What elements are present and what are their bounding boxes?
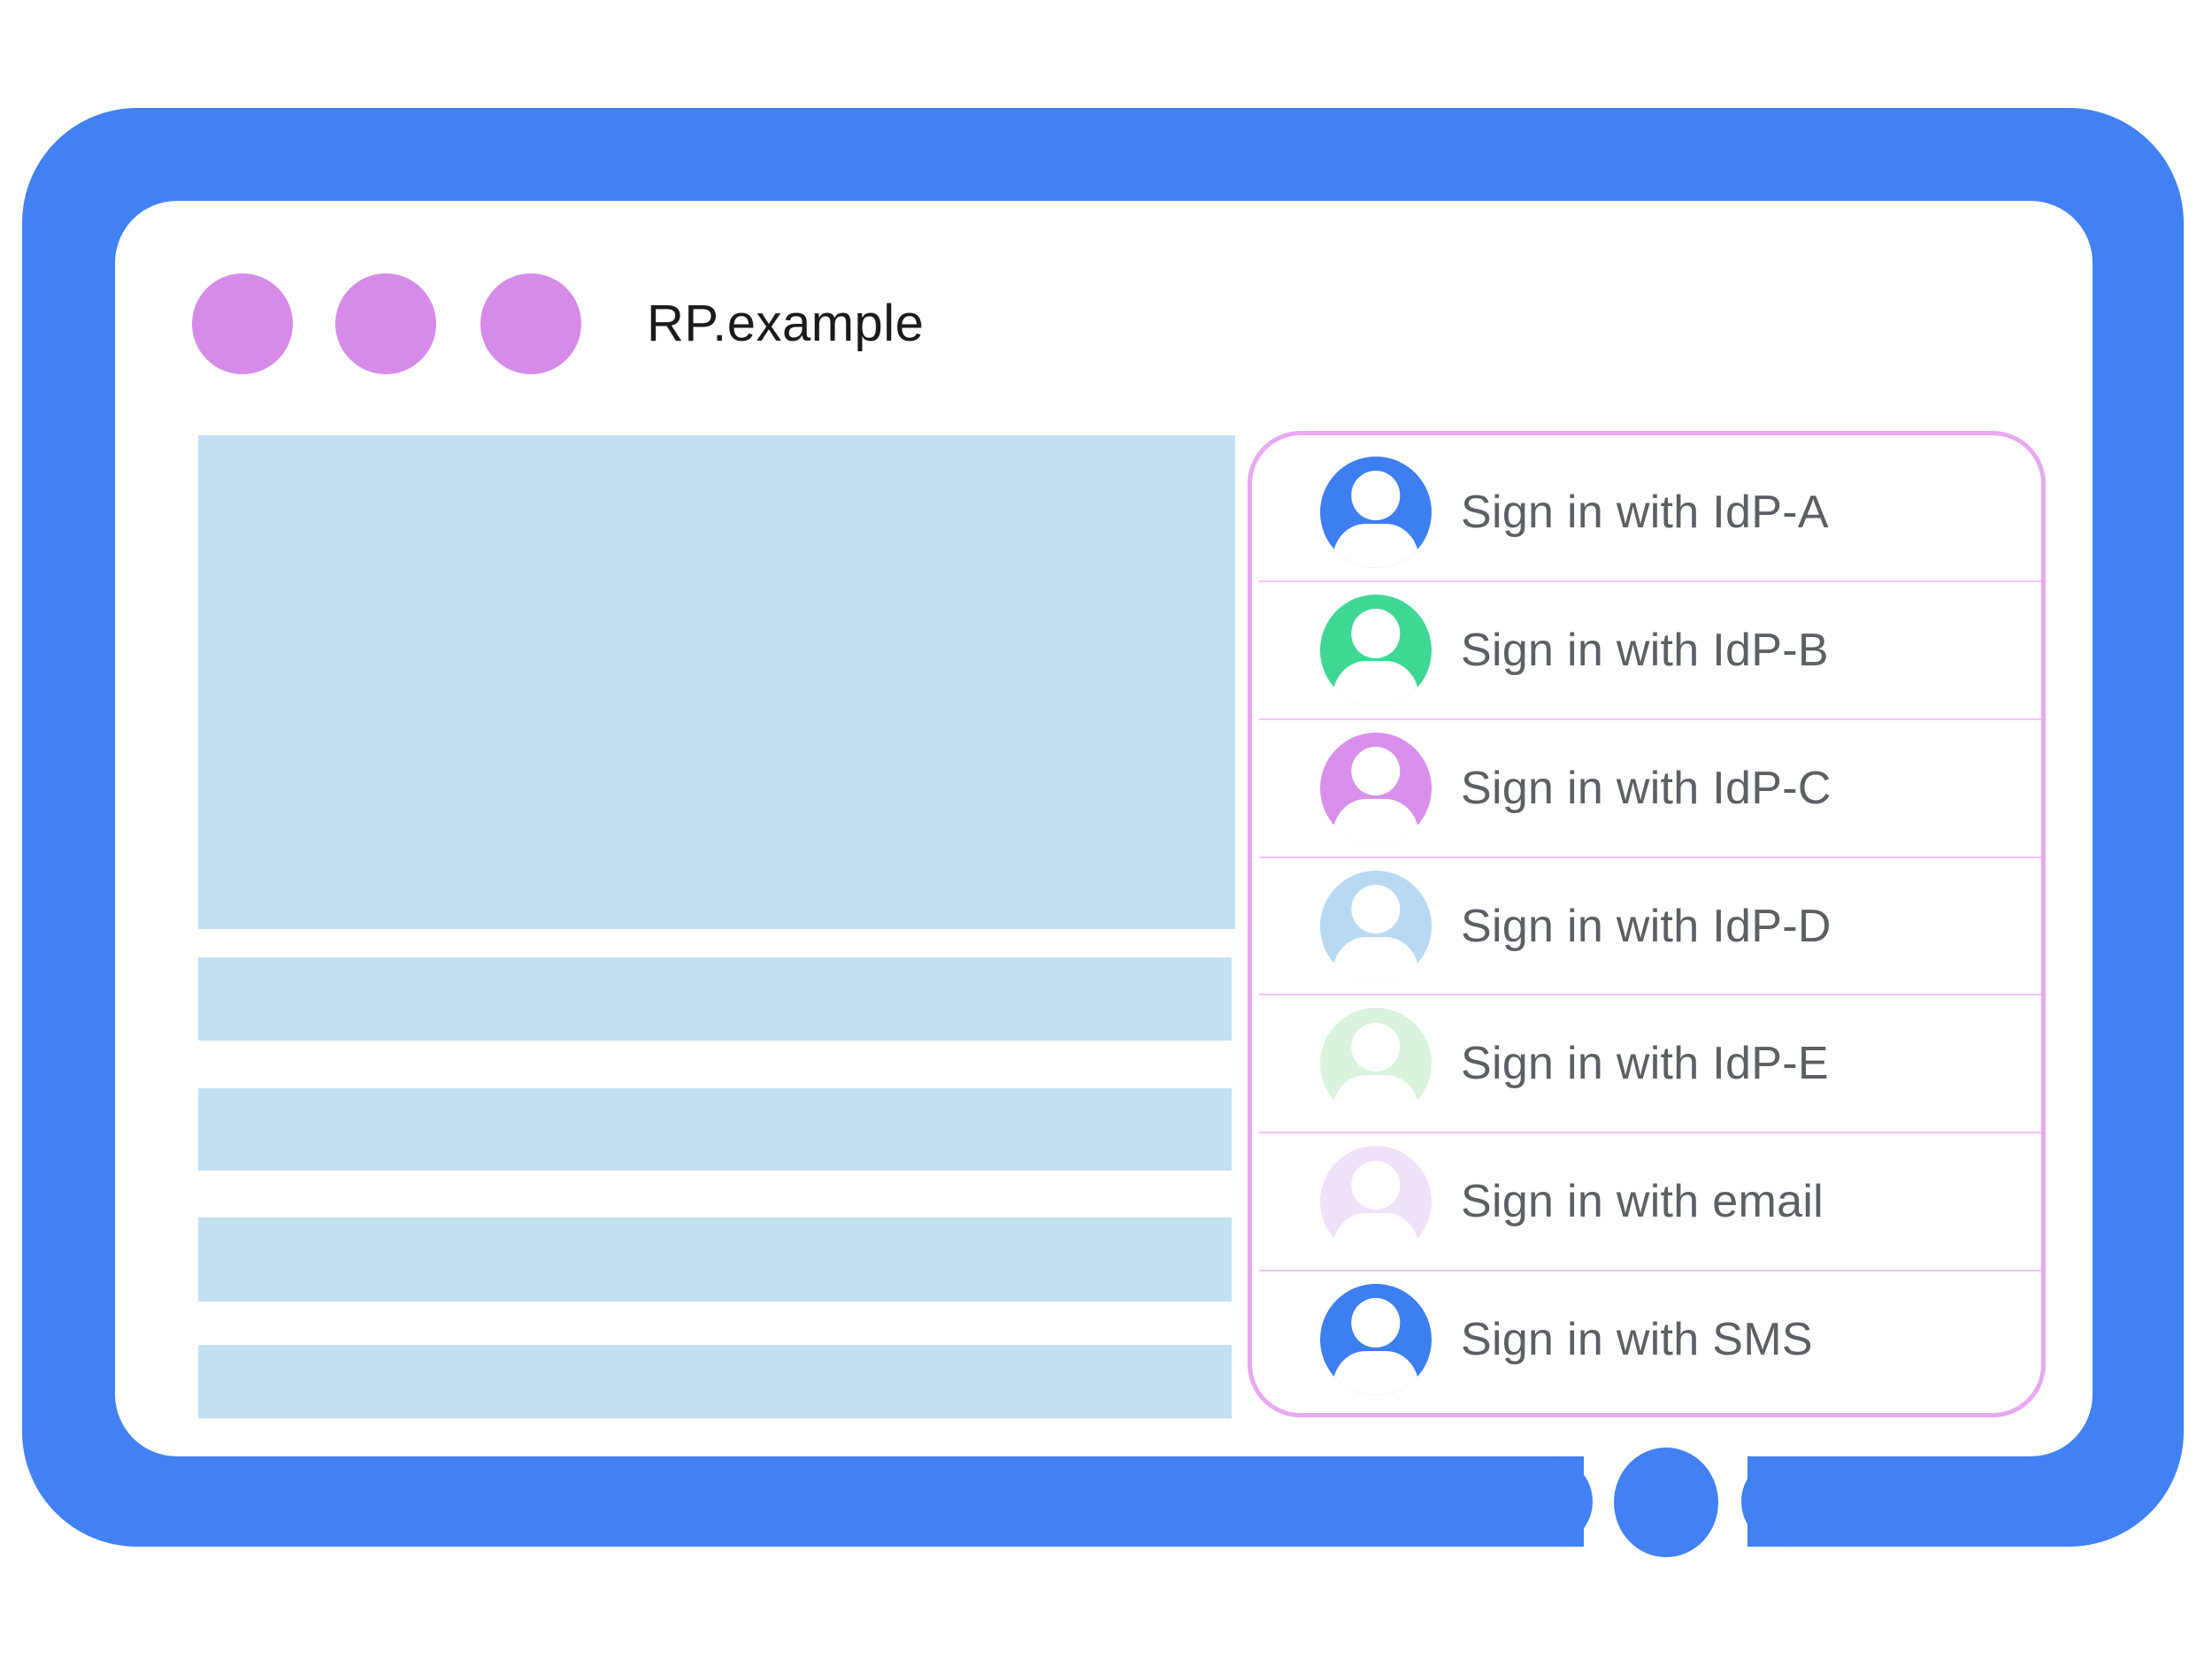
signin-option-label: Sign in with IdP-A	[1461, 486, 1829, 538]
signin-account-chooser-dialog: Sign in with IdP-A Sign in with IdP-B Si…	[1248, 431, 2046, 1417]
person-avatar-icon	[1320, 1146, 1432, 1258]
signin-option-label: Sign in with SMS	[1461, 1314, 1813, 1366]
signin-option-label: Sign in with IdP-D	[1461, 900, 1832, 952]
home-button-dot	[1614, 1448, 1718, 1557]
content-placeholder-bar	[198, 1217, 1232, 1302]
signin-option-idp-a[interactable]: Sign in with IdP-A	[1252, 444, 2041, 580]
signin-option-label: Sign in with email	[1461, 1176, 1824, 1228]
person-avatar-icon	[1320, 870, 1432, 982]
content-placeholder-bar	[198, 1345, 1232, 1418]
person-avatar-icon	[1320, 594, 1432, 706]
window-control-dot	[335, 273, 436, 374]
signin-option-email[interactable]: Sign in with email	[1252, 1133, 2041, 1270]
dialog-divider	[1259, 994, 2041, 996]
signin-option-idp-b[interactable]: Sign in with IdP-B	[1252, 582, 2041, 718]
signin-option-idp-c[interactable]: Sign in with IdP-C	[1252, 720, 2041, 856]
dialog-divider	[1259, 718, 2041, 720]
page-title: RP.example	[647, 295, 925, 352]
person-avatar-icon	[1320, 732, 1432, 844]
signin-option-label: Sign in with IdP-C	[1461, 762, 1832, 814]
signin-option-idp-d[interactable]: Sign in with IdP-D	[1252, 858, 2041, 995]
window-control-dot	[480, 273, 581, 374]
signin-option-label: Sign in with IdP-B	[1461, 624, 1829, 676]
dialog-divider	[1259, 856, 2041, 858]
content-placeholder-bar	[198, 957, 1232, 1041]
frame-bottom-bar-right-cap	[1741, 1456, 1858, 1547]
content-placeholder-hero	[198, 435, 1235, 929]
frame-bottom-bar-left-cap	[1495, 1456, 1593, 1547]
dialog-divider	[1259, 1132, 2041, 1134]
dialog-divider	[1259, 580, 2041, 582]
content-placeholder-bar	[198, 1088, 1232, 1171]
signin-option-sms[interactable]: Sign in with SMS	[1252, 1271, 2041, 1408]
signin-option-label: Sign in with IdP-E	[1461, 1038, 1829, 1090]
dialog-divider	[1259, 1270, 2041, 1272]
person-avatar-icon	[1320, 456, 1432, 568]
window-control-dot	[192, 273, 293, 374]
person-avatar-icon	[1320, 1284, 1432, 1396]
person-avatar-icon	[1320, 1008, 1432, 1120]
signin-option-idp-e[interactable]: Sign in with IdP-E	[1252, 995, 2041, 1132]
